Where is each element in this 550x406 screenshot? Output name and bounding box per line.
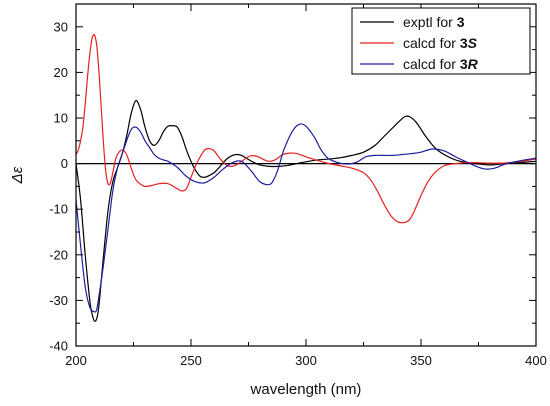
x-tick-label: 250 [180,353,202,368]
y-tick-label: 0 [61,156,68,171]
y-tick-label: 20 [54,65,68,80]
series-line-calcd-for-3r [75,123,537,313]
x-axis-label: wavelength (nm) [250,381,362,398]
legend-label-exptl-for-3: exptl for 3 [403,14,465,30]
y-tick-label: -40 [49,339,68,354]
x-tick-label: 300 [295,353,317,368]
axis-ticks-layer [75,3,537,347]
legend-configuration: R [468,56,479,72]
legend-compound-number: 3 [460,35,468,51]
y-tick-label: -30 [49,293,68,308]
y-tick-label: -10 [49,202,68,217]
legend-label-text: exptl for [403,14,457,30]
x-tick-label: 350 [410,353,432,368]
x-tick-label: 200 [65,353,87,368]
x-tick-label: 400 [525,353,547,368]
legend-label-calcd-for-3r: calcd for 3R [403,56,479,72]
tick-labels-layer: 200 250 300 350 400 30 20 10 0 -10 -20 -30 -40 [49,19,547,368]
legend-compound-number: 3 [460,56,468,72]
series-line-calcd-for-3s [75,33,537,224]
legend-label-text: calcd for [403,56,460,72]
legend-configuration: S [468,35,478,51]
legend-label-calcd-for-3s: calcd for 3S [403,35,478,51]
legend-box [351,7,531,75]
legend-compound-number: 3 [457,14,465,30]
y-tick-label: 30 [54,19,68,34]
y-tick-label: -20 [49,247,68,262]
series-layer [75,33,537,322]
y-axis-label: Δε [9,166,26,184]
legend-label-text: calcd for [403,35,460,51]
y-tick-label: 10 [54,111,68,126]
